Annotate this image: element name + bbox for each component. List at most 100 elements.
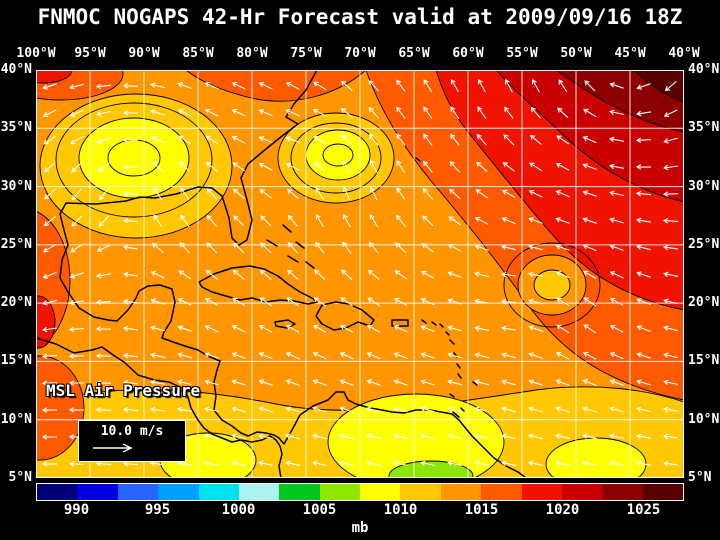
- wind-arrow: [528, 325, 543, 332]
- wind-arrow: [258, 352, 273, 360]
- wind-arrow: [530, 106, 541, 119]
- wind-arrow: [315, 214, 325, 228]
- wind-arrow: [71, 161, 83, 173]
- wind-arrow: [663, 298, 678, 305]
- wind-arrow: [582, 163, 597, 170]
- wind-arrow: [528, 433, 543, 440]
- lat-tick-label: 10°N: [688, 411, 720, 427]
- wind-arrow: [420, 270, 435, 279]
- wind-arrow: [70, 243, 84, 253]
- isobar-contour: [503, 242, 601, 328]
- wind-arrow: [204, 82, 219, 90]
- wind-arrow: [369, 214, 379, 228]
- wind-arrow: [287, 214, 298, 227]
- wind-arrow: [68, 407, 85, 413]
- wind-arrow: [555, 190, 570, 198]
- wind-arrow: [609, 406, 624, 413]
- wind-arrow: [582, 136, 597, 144]
- colorbar-segment: [77, 484, 118, 500]
- wind-arrow: [582, 351, 597, 360]
- colorbar-segment: [37, 484, 78, 500]
- page-title: FNMOC NOGAPS 42-Hr Forecast valid at 200…: [37, 5, 683, 29]
- lon-tick-label: 75°W: [290, 46, 322, 61]
- wind-arrow: [582, 406, 597, 413]
- isobar-contour: [55, 102, 213, 218]
- wind-arrow: [285, 379, 300, 386]
- pressure-map: [36, 70, 684, 478]
- wind-arrow: [474, 352, 489, 359]
- wind-arrow: [663, 271, 679, 278]
- wind-arrow: [447, 406, 462, 413]
- wind-arrow: [447, 271, 462, 279]
- wind-arrow: [150, 325, 165, 332]
- wind-arrow: [609, 379, 624, 386]
- wind-arrow: [395, 214, 406, 227]
- wind-arrow: [41, 461, 58, 467]
- wind-arrow: [287, 242, 299, 254]
- wind-arrow: [314, 269, 326, 281]
- wind-arrow: [609, 433, 624, 440]
- wind-arrow: [369, 133, 379, 146]
- wind-arrow: [339, 379, 354, 386]
- wind-arrow: [260, 242, 272, 254]
- wind-arrow: [96, 244, 111, 252]
- wind-arrow: [180, 214, 190, 228]
- wind-arrow: [123, 271, 138, 278]
- wind-arrow: [285, 433, 300, 440]
- wind-arrow: [42, 109, 57, 117]
- wind-arrow: [122, 352, 139, 359]
- wind-arrow: [447, 379, 462, 386]
- lat-tick-label: 5°N: [8, 470, 32, 485]
- wind-arrow: [501, 325, 516, 332]
- wind-arrow: [636, 110, 651, 117]
- wind-arrow: [177, 82, 192, 90]
- wind-arrow: [447, 460, 462, 467]
- wind-arrow: [528, 352, 543, 359]
- wind-arrow: [313, 81, 327, 91]
- colorbar-segment: [400, 484, 441, 500]
- wind-arrow: [177, 297, 192, 306]
- wind-arrow: [286, 188, 299, 200]
- wind-arrow: [663, 109, 678, 117]
- coastline: [415, 157, 421, 162]
- wind-arrow: [339, 406, 354, 413]
- wind-arrow: [476, 161, 488, 173]
- wind-arrow: [123, 298, 138, 305]
- wind-arrow: [259, 297, 273, 307]
- wind-arrow: [285, 136, 300, 143]
- wind-arrow: [636, 83, 651, 90]
- wind-arrow: [258, 109, 273, 117]
- wind-arrow: [369, 159, 378, 174]
- lat-tick-label: 35°N: [688, 120, 720, 136]
- lat-tick-label: 10°N: [0, 411, 32, 427]
- wind-arrow: [43, 135, 57, 145]
- wind-arrow: [285, 324, 300, 333]
- wind-arrow: [501, 379, 516, 386]
- wind-arrow: [258, 136, 273, 144]
- wind-arrow: [636, 298, 651, 306]
- wind-arrow: [287, 269, 299, 281]
- wind-arrow: [150, 298, 165, 305]
- wind-arrow: [231, 406, 246, 413]
- wind-arrow: [555, 217, 570, 224]
- wind-arrow: [95, 380, 112, 386]
- lat-tick-label: 20°N: [688, 295, 720, 311]
- wind-arrow: [663, 406, 679, 413]
- wind-arrow: [341, 269, 353, 281]
- wind-arrow: [179, 242, 191, 254]
- wind-arrow: [393, 433, 408, 440]
- wind-arrow: [477, 106, 487, 120]
- wind-arrow: [635, 137, 652, 143]
- wind-arrow: [231, 82, 246, 90]
- wind-arrow: [556, 297, 570, 307]
- wind-arrow: [609, 163, 625, 170]
- wind-arrow: [258, 406, 273, 413]
- wind-arrow: [285, 460, 300, 467]
- lon-tick-label: 55°W: [506, 46, 538, 61]
- wind-arrow: [396, 133, 406, 147]
- wind-arrow: [609, 460, 625, 467]
- wind-arrow: [635, 190, 652, 197]
- wind-arrow: [342, 241, 352, 254]
- wind-arrow: [69, 272, 84, 279]
- wind-arrow: [450, 133, 460, 146]
